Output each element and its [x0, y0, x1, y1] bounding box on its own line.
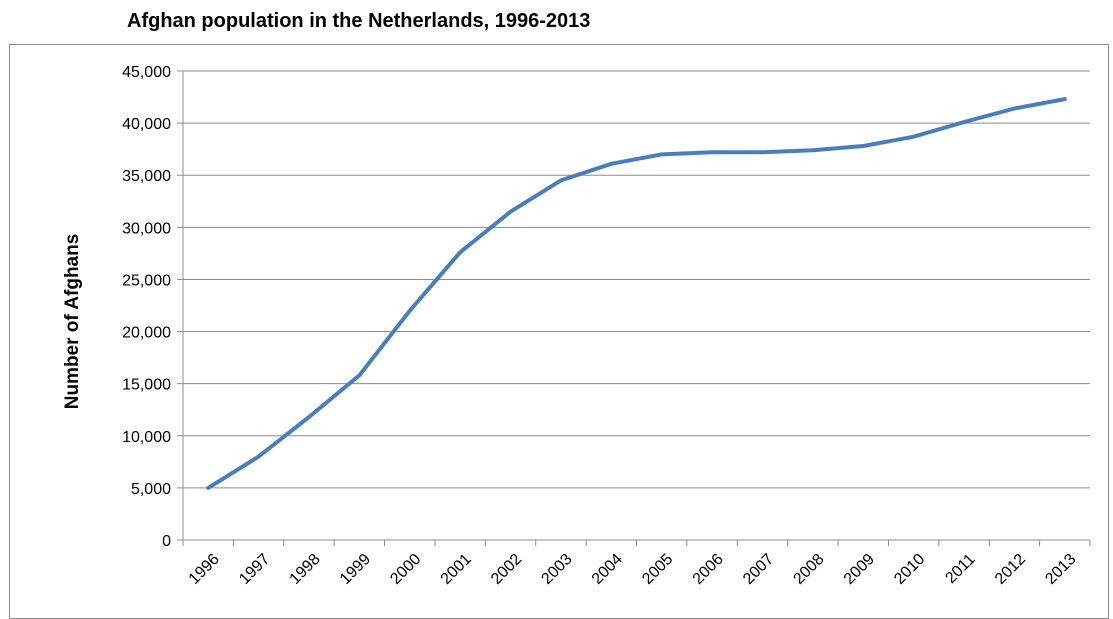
x-tick-label: 2005	[639, 551, 676, 588]
x-tick-label: 2008	[790, 551, 827, 588]
x-tick-label: 1999	[337, 551, 374, 588]
x-tick-label: 2010	[891, 551, 928, 588]
series-line	[206, 97, 1067, 490]
x-tick-label: 2003	[538, 551, 575, 588]
x-tick-label: 2009	[841, 551, 878, 588]
x-tick-label: 1998	[287, 551, 324, 588]
x-tick-label: 2006	[690, 551, 727, 588]
y-tick-label: 30,000	[122, 220, 171, 237]
x-tick-label: 1997	[236, 551, 273, 588]
y-tick-label: 15,000	[122, 377, 171, 394]
gridlines	[183, 70, 1090, 489]
x-tick-labels: 1996 1997 1998 1999 2000 2001 2002 2003 2004 2005…	[182, 540, 1091, 588]
x-tick-label: 2002	[488, 551, 525, 588]
y-tick-labels: 0 5,000 10,000 15,000 20,000 25,000 30,000 35,0…	[122, 64, 183, 550]
x-tick-label: 2000	[387, 551, 424, 588]
y-tick-label: 35,000	[122, 168, 171, 185]
y-tick-label: 40,000	[122, 116, 171, 133]
chart-title: Afghan population in the Netherlands, 19…	[127, 10, 591, 32]
y-tick-label: 5,000	[131, 481, 171, 498]
x-tick-label: 2011	[942, 551, 978, 587]
y-tick-label: 0	[162, 533, 171, 550]
y-tick-label: 20,000	[122, 325, 171, 342]
x-tick-label: 2001	[438, 551, 475, 588]
x-tick-label: 2007	[740, 551, 777, 588]
y-axis-title: Number of Afghans	[62, 234, 83, 410]
x-tick-label: 2004	[589, 551, 626, 588]
axes	[182, 71, 1090, 541]
x-tick-label: 2012	[992, 551, 1029, 588]
series-lines	[206, 97, 1067, 490]
y-tick-label: 45,000	[122, 64, 171, 81]
y-tick-label: 25,000	[122, 272, 171, 289]
y-tick-label: 10,000	[122, 429, 171, 446]
x-tick-label: 2013	[1042, 551, 1079, 588]
x-tick-label: 1996	[186, 551, 223, 588]
